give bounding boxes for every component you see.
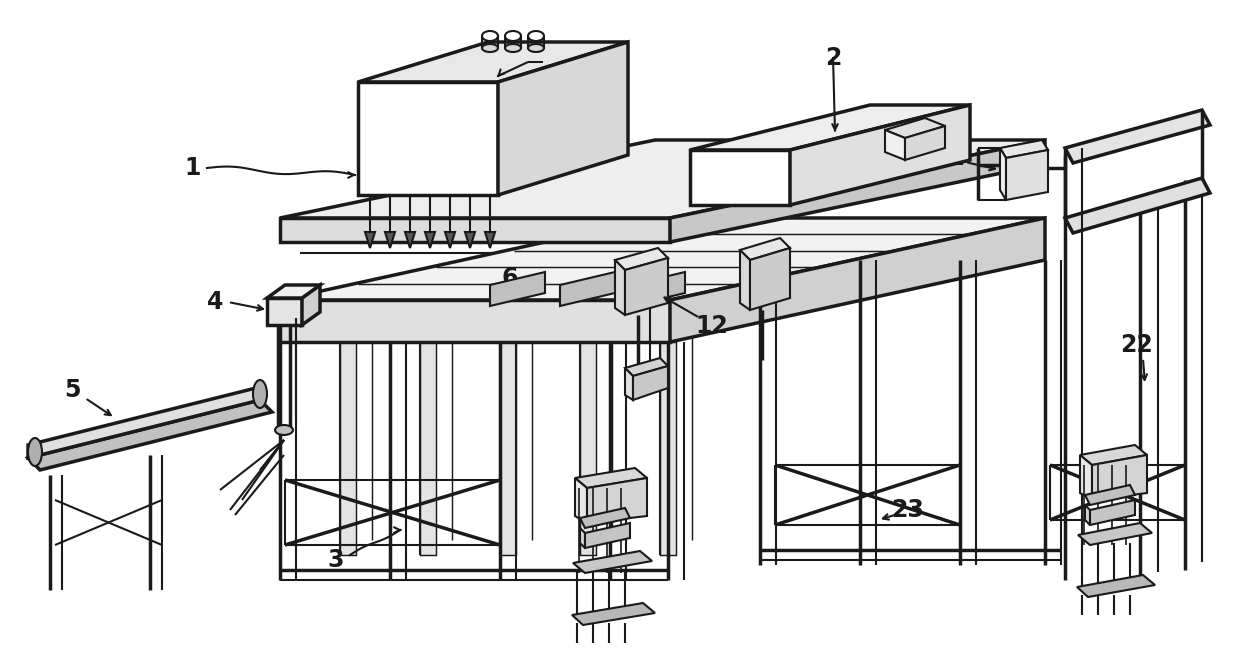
Polygon shape [580,508,630,528]
Polygon shape [740,238,790,260]
Polygon shape [1006,150,1048,200]
Polygon shape [885,130,905,160]
Polygon shape [670,218,1045,342]
Polygon shape [29,387,260,458]
Polygon shape [790,105,970,205]
Polygon shape [572,603,655,625]
Polygon shape [1078,523,1152,545]
Polygon shape [485,232,495,248]
Polygon shape [358,42,627,82]
Polygon shape [580,342,596,555]
Polygon shape [1080,455,1092,500]
Polygon shape [384,232,396,248]
Text: 23: 23 [892,498,925,522]
Polygon shape [670,140,1045,242]
Polygon shape [267,298,303,325]
Polygon shape [280,218,670,242]
Polygon shape [625,358,668,376]
Ellipse shape [275,425,293,435]
Polygon shape [465,232,475,248]
Text: 4: 4 [207,290,223,314]
Polygon shape [573,551,652,573]
Polygon shape [445,232,455,248]
Polygon shape [905,126,945,160]
Polygon shape [1078,575,1154,597]
Polygon shape [420,342,436,555]
Polygon shape [280,300,670,342]
Polygon shape [560,272,615,306]
Text: 12: 12 [696,314,728,338]
Polygon shape [689,105,970,150]
Ellipse shape [528,31,544,41]
Polygon shape [740,250,750,310]
Polygon shape [585,523,630,548]
Polygon shape [999,140,1048,158]
Text: 22: 22 [1121,333,1153,357]
Ellipse shape [505,31,521,41]
Polygon shape [1085,505,1090,525]
Polygon shape [630,272,684,306]
Polygon shape [615,260,625,315]
Polygon shape [580,528,585,548]
Polygon shape [1065,178,1210,233]
Text: 5: 5 [63,378,81,402]
Text: 11: 11 [552,50,584,74]
Text: 3: 3 [327,548,345,572]
Ellipse shape [528,44,544,52]
Polygon shape [587,478,647,523]
Polygon shape [999,148,1006,200]
Polygon shape [1085,485,1135,505]
Polygon shape [615,248,668,270]
Polygon shape [660,342,676,555]
Polygon shape [625,258,668,315]
Text: 2: 2 [825,46,841,70]
Polygon shape [303,285,320,325]
Polygon shape [689,150,790,205]
Polygon shape [1090,500,1135,525]
Polygon shape [632,366,668,400]
Polygon shape [1092,455,1147,500]
Polygon shape [498,42,627,195]
Ellipse shape [29,438,42,466]
Ellipse shape [253,380,267,408]
Polygon shape [575,478,587,523]
Polygon shape [885,118,945,138]
Ellipse shape [505,44,521,52]
Polygon shape [425,232,435,248]
Polygon shape [1065,110,1210,163]
Polygon shape [405,232,415,248]
Polygon shape [625,368,632,400]
Polygon shape [340,342,356,555]
Text: 6: 6 [502,266,518,290]
Polygon shape [575,468,647,488]
Polygon shape [750,248,790,310]
Polygon shape [365,232,374,248]
Polygon shape [1080,445,1147,465]
Ellipse shape [482,44,498,52]
Text: 21: 21 [931,146,965,170]
Polygon shape [500,342,516,555]
Ellipse shape [482,31,498,41]
Text: 1: 1 [185,156,201,180]
Polygon shape [267,285,320,298]
Polygon shape [490,272,546,306]
Polygon shape [29,400,272,470]
Polygon shape [280,140,1045,218]
Polygon shape [358,82,498,195]
Polygon shape [280,218,1045,300]
